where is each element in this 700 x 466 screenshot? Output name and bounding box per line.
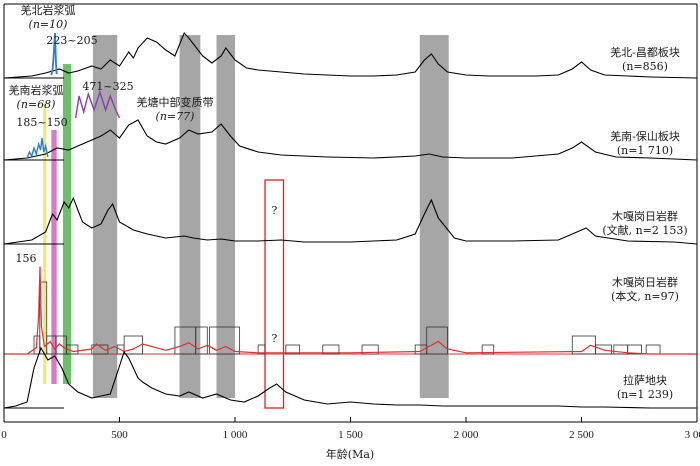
x-axis: 0 500 1 000 1 500 2 000 2 500 3 000 xyxy=(1,3,700,441)
qn-arc-n: (n=68) xyxy=(17,98,56,111)
question-range-box xyxy=(264,179,285,409)
qt-meta-n: (n=77) xyxy=(156,110,195,123)
x-tick-label: 2 500 xyxy=(569,429,594,441)
histogram-bar xyxy=(361,344,379,355)
histogram-bar xyxy=(322,344,340,355)
x-tick-label: 500 xyxy=(111,429,128,441)
series-curve-1 xyxy=(3,119,698,161)
histogram-bar xyxy=(594,344,612,355)
qb-arc-n: (n=10) xyxy=(29,18,68,31)
qb-arc-curve xyxy=(50,32,58,76)
histogram-bar xyxy=(39,281,48,355)
peak-label-156: 156 xyxy=(16,252,37,265)
age-spectra: 156 xyxy=(3,31,698,409)
qt-meta-curve xyxy=(74,89,121,119)
qn-arc-name: 羌南岩浆弧 xyxy=(9,83,64,97)
series-label-3: (本文, n=97) xyxy=(611,289,679,303)
series-curve-4 xyxy=(3,346,697,409)
series-label-1: (n=1 710) xyxy=(617,144,673,157)
x-tick-label: 3 000 xyxy=(685,429,700,441)
qt-meta-name: 羌塘中部变质带 xyxy=(137,95,214,109)
histogram-bar xyxy=(257,344,266,355)
this-study-kde xyxy=(4,266,697,355)
series-label-2: (文献, n=2 153) xyxy=(602,223,687,237)
histogram-bar xyxy=(426,326,448,355)
histogram-bar xyxy=(195,326,208,355)
qb-arc-name: 羌北岩浆弧 xyxy=(21,3,76,17)
band-gray-5 xyxy=(216,35,235,398)
series-label-4: (n=1 239) xyxy=(617,388,673,401)
histogram-bar xyxy=(285,344,301,355)
qn-arc-range: 185~150 xyxy=(16,116,67,129)
highlight-bands xyxy=(43,35,449,398)
series-label-0: 羌北-昌都板块 xyxy=(610,45,680,59)
question-box: ?? xyxy=(264,179,285,409)
histogram-bar xyxy=(481,344,495,355)
histogram-bar xyxy=(627,344,642,355)
x-axis-title: 年龄(Ma) xyxy=(326,447,374,461)
series-labels: 羌北-昌都板块(n=856)羌南-保山板块(n=1 710)木嘎岗日岩群(文献,… xyxy=(9,3,688,401)
qt-meta-range: 471~325 xyxy=(82,80,133,93)
series-label-2: 木嘎岗日岩群 xyxy=(612,209,678,223)
histogram-bar xyxy=(209,326,241,355)
x-tick-label: 1 000 xyxy=(223,429,248,441)
question-mark-lower: ? xyxy=(271,332,277,345)
series-label-1: 羌南-保山板块 xyxy=(610,129,680,143)
band-green-2 xyxy=(62,64,71,384)
qb-arc-range: 223~205 xyxy=(46,34,97,47)
x-tick-label: 0 xyxy=(1,429,7,441)
series-curve-0 xyxy=(3,31,698,79)
series-curve-2 xyxy=(3,196,698,245)
band-gray-6 xyxy=(419,35,449,398)
x-tick-label: 2 000 xyxy=(454,429,479,441)
histogram-bar xyxy=(645,344,661,355)
x-tick-label: 1 500 xyxy=(338,429,363,441)
histogram-bar xyxy=(123,335,144,355)
series-label-0: (n=856) xyxy=(622,60,668,73)
question-mark-upper: ? xyxy=(271,204,277,217)
series-label-3: 木嘎岗日岩群 xyxy=(612,275,678,289)
qn-arc-curve xyxy=(26,137,49,159)
band-gray-4 xyxy=(179,35,201,398)
series-label-4: 拉萨地块 xyxy=(623,373,667,387)
histogram-bar xyxy=(65,344,79,355)
band-pink-1 xyxy=(51,130,57,384)
